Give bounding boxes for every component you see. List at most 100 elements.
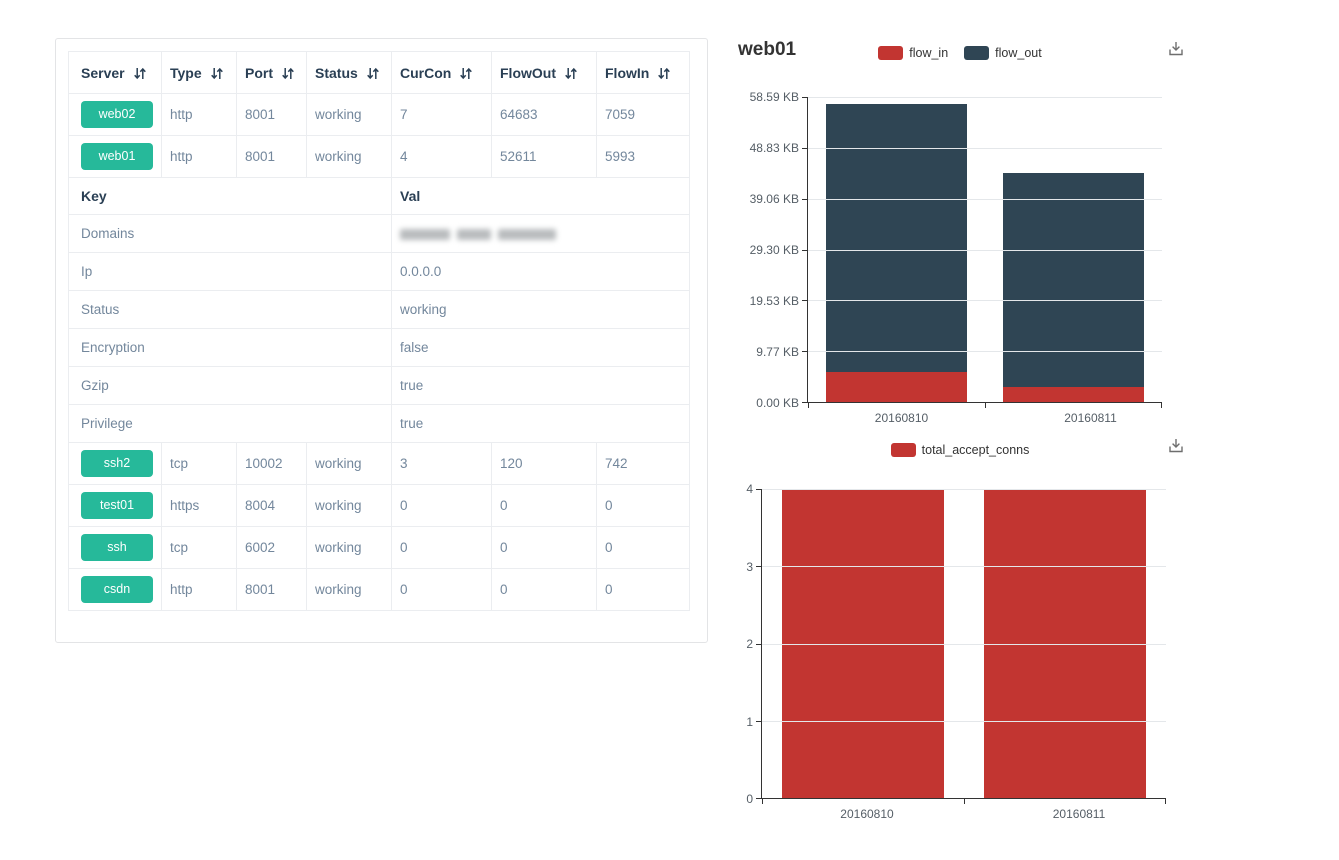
cell-curcon: 7 xyxy=(391,93,492,136)
detail-row: Gzip true xyxy=(68,366,690,405)
legend-item-flow_in[interactable]: flow_in xyxy=(878,46,948,60)
legend-item-total_accept_conns[interactable]: total_accept_conns xyxy=(890,443,1029,457)
server-button[interactable]: ssh2 xyxy=(81,450,153,477)
y-axis-labels: 0.00 KB 9.77 KB 19.53 KB 29.30 KB 39.06 KB 48… xyxy=(735,90,807,410)
y-tick-label: 0 xyxy=(746,792,753,806)
x-axis-labels: 20160810 20160811 xyxy=(735,807,1185,821)
sort-icon xyxy=(366,67,379,80)
column-header-server[interactable]: Server xyxy=(68,51,162,94)
plot xyxy=(756,489,1166,804)
y-axis-tick xyxy=(802,147,807,149)
chart-legend: total_accept_conns xyxy=(890,443,1029,457)
y-tick-label: 29.30 KB xyxy=(749,243,799,257)
sort-icon xyxy=(565,67,577,80)
y-tick-label: 48.83 KB xyxy=(749,141,799,155)
detail-key: Domains xyxy=(68,214,392,253)
x-tick-label: 20160811 xyxy=(1064,411,1117,425)
column-header-status[interactable]: Status xyxy=(306,51,392,94)
legend-swatch xyxy=(878,46,904,60)
y-axis-tick xyxy=(756,489,761,490)
cell-server: csdn xyxy=(68,568,162,611)
detail-val: true xyxy=(391,366,690,405)
bar-segment-flow_in xyxy=(1002,387,1145,402)
cell-flowin: 0 xyxy=(596,568,690,611)
server-button[interactable]: web01 xyxy=(81,143,153,170)
cell-port: 6002 xyxy=(236,526,307,569)
blur-blob xyxy=(457,228,491,240)
chart-title: web01 xyxy=(738,39,797,60)
cell-server: web02 xyxy=(68,93,162,136)
cell-status: working xyxy=(306,526,392,569)
column-header-flowout[interactable]: FlowOut xyxy=(491,51,597,94)
y-axis-tick xyxy=(802,351,807,353)
server-button[interactable]: ssh xyxy=(81,534,153,561)
table-header-row: Server Type Port Status CurCon FlowOut FlowIn xyxy=(68,51,690,94)
cell-port: 8001 xyxy=(236,568,307,611)
y-axis-tick xyxy=(802,249,807,251)
detail-key-header: Key xyxy=(68,177,392,215)
y-tick-label: 58.59 KB xyxy=(749,90,799,104)
cell-port: 8001 xyxy=(236,135,307,178)
cell-status: working xyxy=(306,442,392,485)
server-button[interactable]: test01 xyxy=(81,492,153,519)
detail-row: Ip 0.0.0.0 xyxy=(68,252,690,291)
cell-flowin: 742 xyxy=(596,442,690,485)
y-tick-label: 19.53 KB xyxy=(749,294,799,309)
legend-swatch xyxy=(964,46,990,60)
cell-type: tcp xyxy=(161,442,237,485)
column-header-type[interactable]: Type xyxy=(161,51,237,94)
cell-type: tcp xyxy=(161,526,237,569)
column-header-port[interactable]: Port xyxy=(236,51,307,94)
cell-flowout: 64683 xyxy=(491,93,597,136)
chart-legend: flow_in flow_out xyxy=(878,46,1042,60)
table-row: web01 http 8001 working 4 52611 5993 xyxy=(68,135,690,178)
cell-port: 8004 xyxy=(236,484,307,527)
detail-header-row: Key Val xyxy=(68,177,690,215)
y-tick-label: 4 xyxy=(746,482,753,496)
sort-icon xyxy=(658,67,671,80)
y-tick-label: 39.06 KB xyxy=(749,192,799,207)
column-header-curcon[interactable]: CurCon xyxy=(391,51,492,94)
save-as-image-button[interactable] xyxy=(1167,41,1185,57)
bar-segment-flow_in xyxy=(825,371,968,402)
gridline xyxy=(808,97,1162,98)
gridline xyxy=(762,566,1166,568)
cell-type: https xyxy=(161,484,237,527)
table-row: ssh tcp 6002 working 0 0 0 xyxy=(68,526,690,569)
y-tick-label: 2 xyxy=(746,637,753,651)
server-button[interactable]: web02 xyxy=(81,101,153,128)
gridline xyxy=(762,720,1166,722)
plot xyxy=(802,97,1162,408)
cell-flowout: 0 xyxy=(491,526,597,569)
cell-type: http xyxy=(161,568,237,611)
y-tick-label: 0.00 KB xyxy=(756,396,799,410)
cell-flowin: 0 xyxy=(596,484,690,527)
cell-flowout: 52611 xyxy=(491,135,597,178)
sort-icon xyxy=(210,67,223,80)
cell-server: ssh xyxy=(68,526,162,569)
server-button[interactable]: csdn xyxy=(81,576,153,603)
sort-icon xyxy=(133,67,146,80)
column-header-flowin[interactable]: FlowIn xyxy=(596,51,690,94)
server-table-card: Server Type Port Status CurCon FlowOut FlowIn … xyxy=(55,38,708,643)
y-tick-label: 9.77 KB xyxy=(756,345,799,360)
gridline xyxy=(808,198,1162,200)
blur-blob xyxy=(400,228,450,240)
y-tick-label: 3 xyxy=(746,559,753,574)
detail-val: false xyxy=(391,328,690,367)
gridline xyxy=(808,249,1162,251)
x-axis-tick xyxy=(964,799,965,804)
table-row: test01 https 8004 working 0 0 0 xyxy=(68,484,690,527)
legend-item-flow_out[interactable]: flow_out xyxy=(964,46,1042,60)
y-axis-tick xyxy=(802,97,807,98)
flow-chart-header: web01 flow_in flow_out xyxy=(735,38,1185,68)
cell-port: 10002 xyxy=(236,442,307,485)
detail-key: Ip xyxy=(68,252,392,291)
cell-status: working xyxy=(306,135,392,178)
y-axis-tick xyxy=(756,798,761,799)
detail-val-header: Val xyxy=(391,177,690,215)
detail-row: Encryption false xyxy=(68,328,690,367)
save-as-image-button[interactable] xyxy=(1167,438,1185,454)
cell-flowout: 0 xyxy=(491,568,597,611)
